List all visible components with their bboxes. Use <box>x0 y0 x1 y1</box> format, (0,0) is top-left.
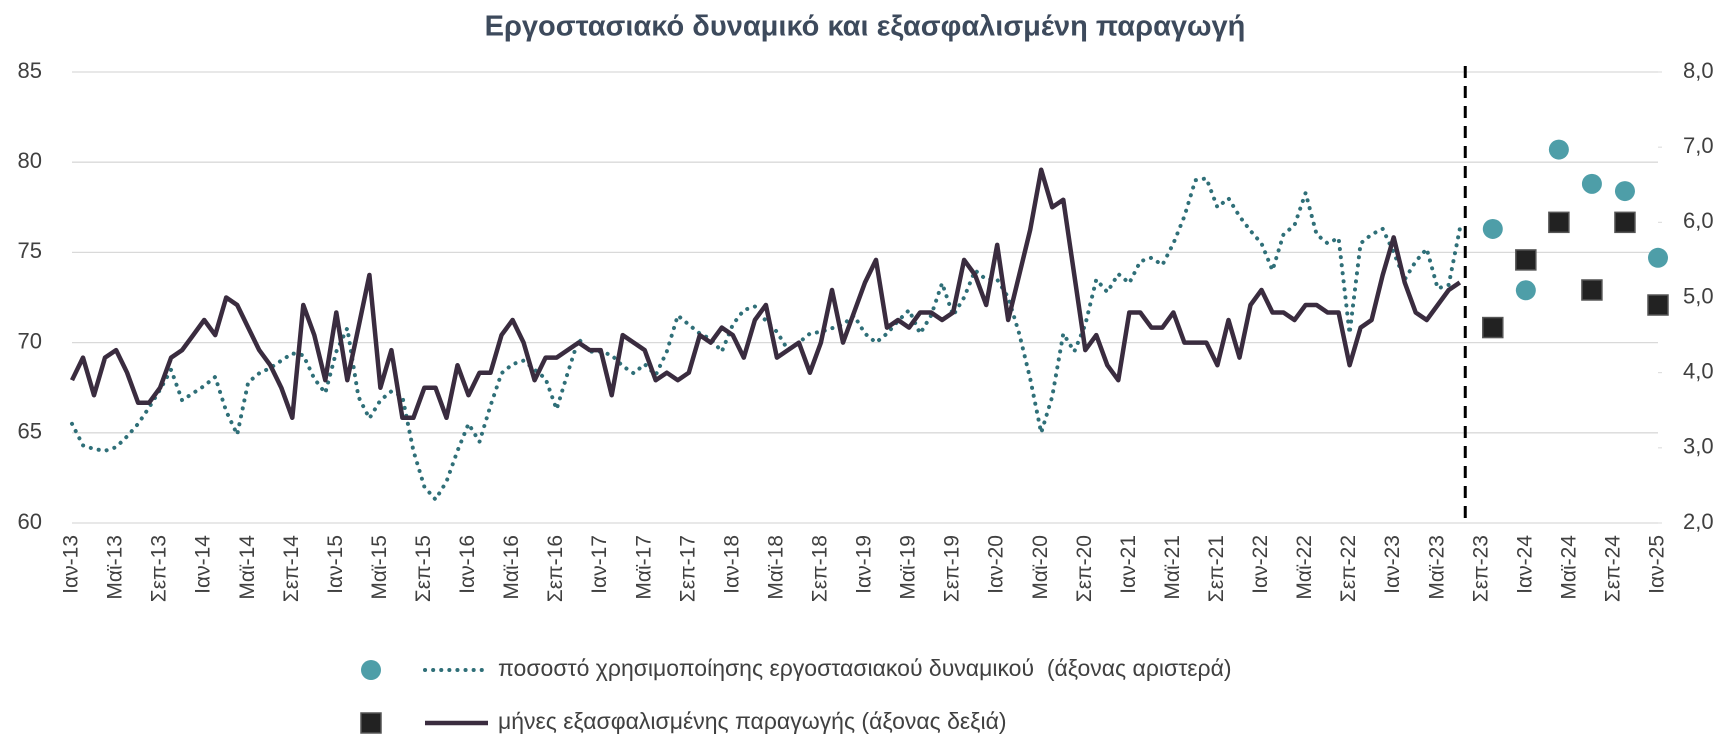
x-tick-label: Ιαν-22 <box>1249 535 1272 594</box>
x-tick-label: Ιαν-14 <box>192 535 215 594</box>
legend-label: ποσοστό χρησιμοποίησης εργοστασιακού δυν… <box>498 655 1232 681</box>
marker <box>1581 173 1602 194</box>
x-tick-label: Ιαν-19 <box>853 535 876 594</box>
marker <box>1548 211 1570 234</box>
x-tick-label: Μαϊ-13 <box>104 535 127 600</box>
y2-tick-label: 6,0 <box>1683 208 1714 233</box>
x-tick-label: Ιαν-13 <box>60 535 83 594</box>
marker <box>1482 218 1503 239</box>
marker <box>1647 294 1669 316</box>
x-tick-label: Σεπ-15 <box>412 535 435 602</box>
y2-tick-label: 2,0 <box>1683 509 1714 534</box>
x-tick-label: Ιαν-21 <box>1117 535 1140 594</box>
marker <box>1548 139 1569 160</box>
marker <box>1581 279 1603 301</box>
x-tick-label: Ιαν-20 <box>985 535 1008 594</box>
x-tick-label: Μαϊ-20 <box>1029 535 1052 600</box>
marker <box>1482 316 1504 339</box>
legend-label: μήνες εξασφαλισμένης παραγωγής (άξονας δ… <box>498 708 1007 734</box>
marker <box>1614 181 1635 202</box>
x-tick-label: Μαϊ-21 <box>1161 535 1184 600</box>
x-tick-label: Ιαν-16 <box>456 535 479 594</box>
y-tick-label: 75 <box>18 238 42 263</box>
x-tick-label: Μαϊ-19 <box>897 535 920 600</box>
y2-tick-label: 3,0 <box>1683 434 1714 459</box>
y-tick-label: 65 <box>18 419 42 444</box>
y-tick-label: 70 <box>18 328 42 353</box>
x-tick-label: Ιαν-17 <box>588 535 611 594</box>
marker <box>1648 247 1668 268</box>
marker <box>1515 280 1536 301</box>
x-tick-label: Μαϊ-22 <box>1293 535 1316 600</box>
x-tick-label: Μαϊ-18 <box>764 535 787 600</box>
chart-title: Εργοστασιακό δυναμικό και εξασφαλισμένη … <box>485 11 1246 43</box>
x-tick-label: Ιαν-18 <box>720 535 743 594</box>
y-tick-label: 85 <box>18 58 42 83</box>
x-tick-label: Σεπ-20 <box>1073 535 1096 602</box>
x-tick-label: Μαϊ-16 <box>500 535 523 600</box>
marker <box>1515 249 1537 271</box>
x-tick-label: Μαϊ-23 <box>1425 535 1448 600</box>
x-tick-label: Σεπ-19 <box>941 535 964 602</box>
marker <box>1614 211 1636 234</box>
marker <box>361 660 381 680</box>
x-tick-label: Σεπ-22 <box>1337 535 1360 602</box>
x-tick-label: Μαϊ-17 <box>632 535 655 600</box>
x-tick-label: Ιαν-25 <box>1646 535 1669 594</box>
x-tick-label: Μαϊ-14 <box>236 535 259 600</box>
y2-tick-label: 5,0 <box>1683 283 1714 308</box>
y-tick-label: 60 <box>18 509 42 534</box>
y-tick-label: 80 <box>18 148 42 173</box>
x-tick-label: Μαϊ-24 <box>1557 535 1580 600</box>
series-line <box>69 167 1462 421</box>
series-line <box>70 176 1462 502</box>
x-tick-label: Μαϊ-15 <box>368 535 391 600</box>
x-tick-label: Ιαν-23 <box>1381 535 1404 594</box>
x-tick-label: Σεπ-21 <box>1205 535 1228 602</box>
x-tick-label: Ιαν-24 <box>1513 535 1536 594</box>
y2-tick-label: 7,0 <box>1683 133 1714 158</box>
x-tick-label: Σεπ-18 <box>808 535 831 602</box>
x-tick-label: Σεπ-16 <box>544 535 567 602</box>
y2-tick-label: 4,0 <box>1683 358 1714 383</box>
marker <box>360 712 382 734</box>
x-tick-label: Σεπ-23 <box>1469 535 1492 602</box>
y2-tick-label: 8,0 <box>1683 58 1714 83</box>
x-tick-label: Σεπ-13 <box>148 535 171 602</box>
x-tick-label: Σεπ-17 <box>676 535 699 602</box>
x-tick-label: Σεπ-24 <box>1601 535 1624 603</box>
x-tick-label: Σεπ-14 <box>280 535 303 603</box>
x-tick-label: Ιαν-15 <box>324 535 347 594</box>
